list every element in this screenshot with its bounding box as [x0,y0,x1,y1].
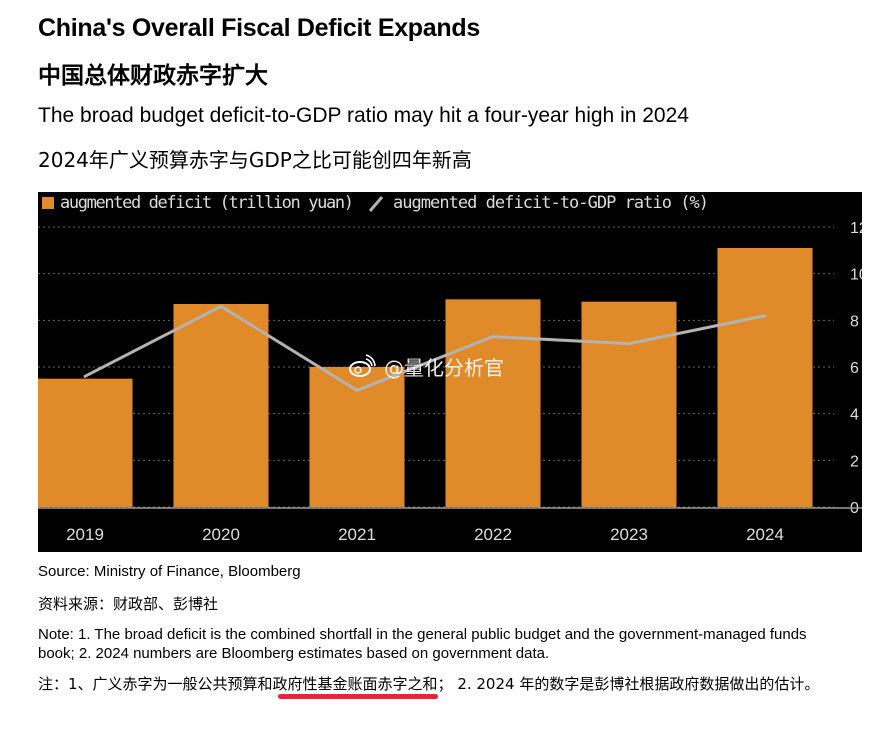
ratio-point-2020 [219,304,223,308]
bar-2024 [717,248,813,507]
weibo-icon [349,354,376,377]
line-layer [83,304,767,392]
y-tick-label: 2 [850,453,859,470]
chart-panel: 024681012201920202021202220232024 augmen… [38,192,862,552]
x-tick-label: 2023 [610,525,648,544]
x-tick-label: 2020 [202,525,240,544]
highlight-underline [278,694,438,699]
chart-title: China's Overall Fiscal Deficit Expands [38,14,480,42]
chart-subtitle: The broad budget deficit-to-GDP ratio ma… [38,104,689,127]
legend-label-bar: augmented deficit (trillion yuan) [60,193,354,213]
bar-2022 [445,299,541,507]
chart-subtitle-chinese: 2024年广义预算赤字与GDP之比可能创四年新高 [38,148,472,172]
source-note-chinese: 资料来源：财政部、彭博社 [38,595,219,613]
footnote: Note: 1. The broad deficit is the combin… [38,626,807,662]
bar-2021 [309,367,405,507]
x-tick-label: 2022 [474,525,512,544]
legend-swatch-bar [42,197,54,209]
watermark: @量化分析官 [349,354,504,380]
axis-layer: 024681012201920202021202220232024 [38,220,862,544]
watermark-text: @量化分析官 [384,356,504,380]
ratio-line [84,304,766,392]
bar-2020 [173,304,269,507]
x-tick-label: 2021 [338,525,376,544]
source-note: Source: Ministry of Finance, Bloomberg [38,563,301,580]
x-tick-label: 2019 [66,525,104,544]
legend: augmented deficit (trillion yuan) augment… [42,193,709,213]
bar-2023 [581,301,677,507]
bar-2019 [38,378,133,507]
chart-title-chinese: 中国总体财政赤字扩大 [38,63,268,89]
ratio-point-2019 [83,374,87,378]
ratio-point-2021 [355,388,359,392]
bar-layer [38,248,813,507]
chart-svg: 024681012201920202021202220232024 augmen… [38,193,862,544]
ratio-point-2024 [763,314,767,318]
y-tick-label: 4 [850,407,859,424]
y-tick-label: 8 [850,313,859,330]
footnote-chinese: 注：1、广义赤字为一般公共预算和政府性基金账面赤字之和； 2. 2024 年的数… [38,675,820,693]
y-tick-label: 10 [850,267,862,284]
legend-swatch-line [368,196,384,212]
x-tick-label: 2024 [746,525,784,544]
y-tick-label: 6 [850,360,859,377]
ratio-point-2022 [491,335,495,339]
ratio-point-2023 [627,342,631,346]
y-tick-label: 12 [850,220,862,237]
legend-label-line: augmented deficit-to-GDP ratio (%) [393,193,709,213]
